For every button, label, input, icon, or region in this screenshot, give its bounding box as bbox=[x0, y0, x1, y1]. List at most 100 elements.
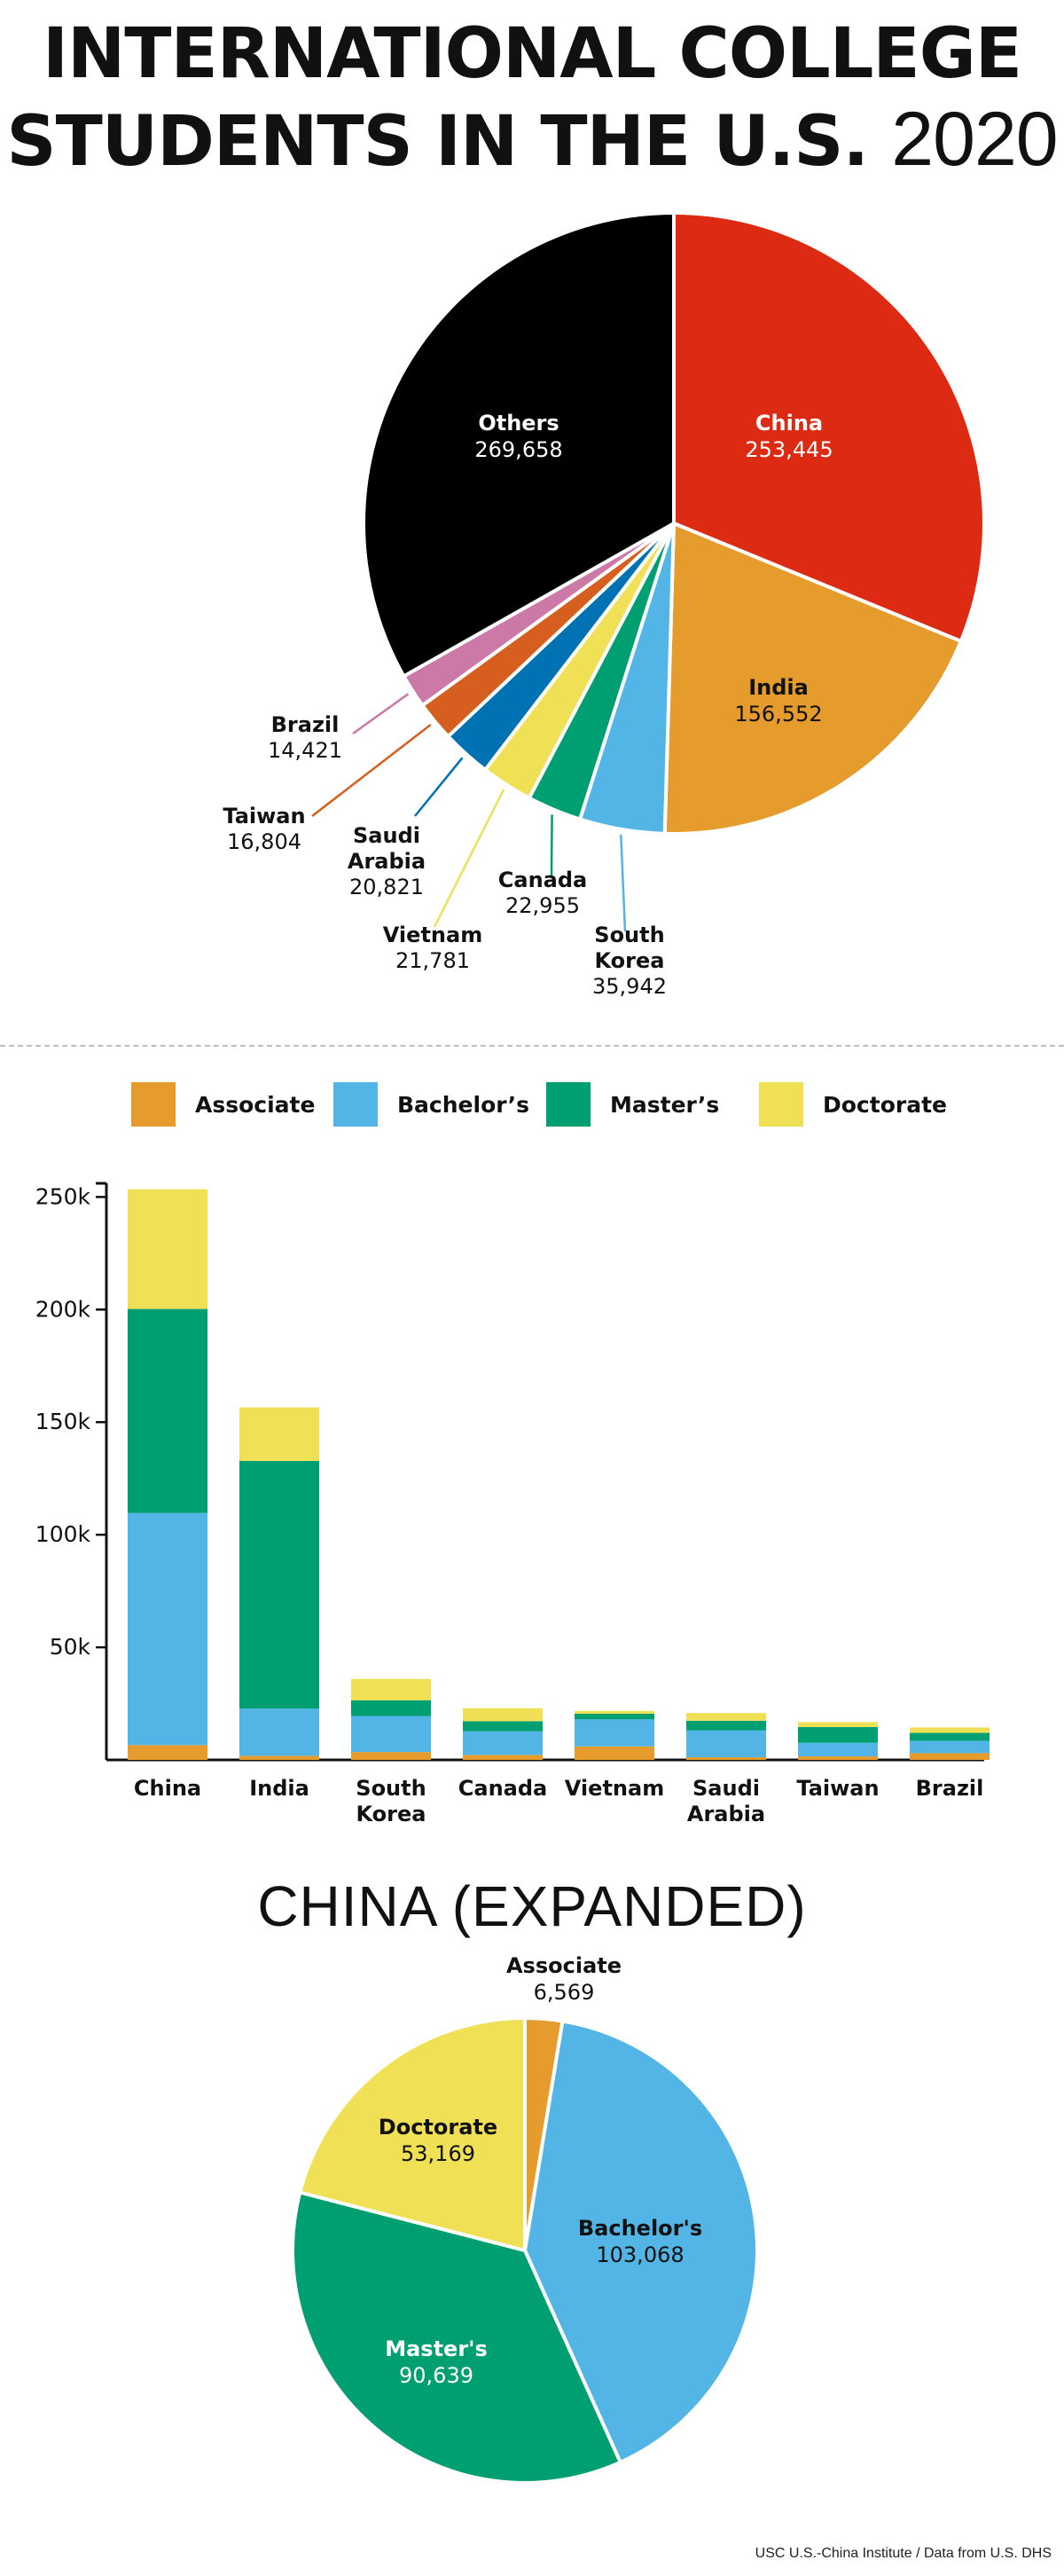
stacked-bar-chart: 50k 100k 150k 200k 250k China India South Korea C… bbox=[35, 1182, 990, 1826]
pie-value-china: 253,445 bbox=[745, 437, 833, 462]
pie-label-south-korea-line-2: Korea bbox=[595, 948, 665, 973]
legend-item-doctorate: Doctorate bbox=[759, 1082, 947, 1127]
china-value-master-s: 90,639 bbox=[399, 2363, 473, 2388]
china-value-bachelor-s: 103,068 bbox=[596, 2242, 684, 2267]
china-slice-bachelor-s bbox=[522, 2019, 759, 2465]
bar-canada-doctorate bbox=[463, 1708, 543, 1722]
leader-line-saudi-arabia bbox=[414, 757, 464, 817]
bar-china-master-s bbox=[128, 1308, 207, 1513]
y-tick-label-200k: 200k bbox=[35, 1296, 91, 1322]
bar-canada-master-s bbox=[463, 1721, 543, 1732]
x-tick-label-saudi-arabia-line-1: Saudi bbox=[692, 1776, 760, 1801]
pie-value-vietnam: 21,781 bbox=[395, 948, 470, 973]
x-tick-label-vietnam: Vietnam bbox=[565, 1776, 664, 1801]
title-line-1: INTERNATIONAL COLLEGE bbox=[42, 14, 1022, 94]
x-tick-label-south-korea-line-1: South bbox=[356, 1776, 426, 1801]
bar-china-associate bbox=[128, 1745, 207, 1760]
legend-label-bachelor-s: Bachelor’s bbox=[397, 1091, 529, 1118]
bar-china-bachelor-s bbox=[128, 1512, 207, 1746]
pie-slice-others bbox=[362, 210, 676, 679]
y-tick-label-50k: 50k bbox=[50, 1634, 91, 1660]
source-note: USC U.S.-China Institute / Data from U.S… bbox=[755, 2546, 1052, 2561]
bar-saudi-arabia-associate bbox=[686, 1756, 766, 1760]
bar-india-bachelor-s bbox=[239, 1708, 319, 1756]
china-label-master-s: Master's bbox=[385, 2336, 488, 2361]
x-tick-label-south-korea-line-2: Korea bbox=[356, 1802, 426, 1826]
legend-swatch-doctorate bbox=[759, 1082, 803, 1127]
legend-item-bachelor-s: Bachelor’s bbox=[333, 1082, 529, 1127]
pie-value-saudi-arabia: 20,821 bbox=[349, 875, 424, 899]
leader-line-south-korea bbox=[620, 834, 627, 932]
x-tick-label-china-line-1: China bbox=[134, 1776, 201, 1801]
pie-value-canada: 22,955 bbox=[505, 893, 580, 918]
pie-label-canada-line-1: Canada bbox=[498, 868, 587, 892]
bar-south-korea-associate bbox=[351, 1752, 431, 1760]
pie-slice-china bbox=[672, 210, 986, 644]
bar-brazil-master-s bbox=[910, 1732, 990, 1741]
section-divider bbox=[0, 1045, 1064, 1047]
x-tick-label-taiwan-line-1: Taiwan bbox=[796, 1776, 879, 1801]
title-block: INTERNATIONAL COLLEGE STUDENTS IN THE U.… bbox=[0, 0, 1064, 177]
pie-slice-india bbox=[662, 521, 964, 836]
bar-brazil-associate bbox=[910, 1753, 990, 1760]
x-tick-label-india: India bbox=[249, 1776, 309, 1801]
pie-value-taiwan: 16,804 bbox=[227, 829, 301, 854]
legend-label-associate: Associate bbox=[195, 1091, 316, 1118]
bar-india-master-s bbox=[239, 1460, 319, 1709]
x-tick-label-brazil-line-1: Brazil bbox=[916, 1776, 984, 1801]
bar-taiwan-bachelor-s bbox=[798, 1742, 878, 1756]
bar-india-doctorate bbox=[239, 1407, 319, 1461]
china-value-doctorate: 53,169 bbox=[401, 2141, 475, 2166]
title-line-2-text: STUDENTS IN THE U.S. bbox=[6, 102, 869, 182]
bar-vietnam-doctorate bbox=[575, 1710, 654, 1714]
pie-label-taiwan-line-1: Taiwan bbox=[223, 804, 305, 829]
pie-label-others: Others bbox=[478, 411, 559, 436]
x-tick-label-taiwan: Taiwan bbox=[796, 1776, 879, 1801]
pie-label-india: India bbox=[748, 675, 809, 700]
x-tick-label-saudi-arabia-line-2: Arabia bbox=[687, 1802, 765, 1826]
x-tick-label-south-korea: South Korea bbox=[356, 1776, 426, 1826]
pie-value-india: 156,552 bbox=[734, 702, 822, 726]
bar-saudi-arabia-bachelor-s bbox=[686, 1730, 766, 1757]
legend-label-doctorate: Doctorate bbox=[823, 1091, 947, 1118]
bar-brazil-doctorate bbox=[910, 1727, 990, 1733]
pie-label-saudi-arabia-line-2: Arabia bbox=[348, 849, 426, 874]
y-tick-label-150k: 150k bbox=[35, 1409, 91, 1434]
bar-south-korea-doctorate bbox=[351, 1678, 431, 1700]
pie-label-south-korea-line-1: South bbox=[594, 923, 664, 947]
legend-swatch-bachelor-s bbox=[333, 1082, 378, 1127]
pie-label-saudi-arabia: Saudi Arabia bbox=[348, 823, 426, 874]
x-tick-label-vietnam-line-1: Vietnam bbox=[565, 1776, 664, 1801]
pie-value-south-korea: 35,942 bbox=[592, 974, 667, 999]
bar-taiwan-associate bbox=[798, 1755, 878, 1760]
pie-label-vietnam-line-1: Vietnam bbox=[383, 923, 482, 947]
x-tick-label-canada-line-1: Canada bbox=[458, 1776, 547, 1801]
bar-taiwan-master-s bbox=[798, 1726, 878, 1743]
china-slice-doctorate bbox=[297, 2015, 527, 2253]
pie-label-china: China bbox=[755, 411, 823, 436]
bar-canada-associate bbox=[463, 1755, 543, 1760]
pie-value-others: 269,658 bbox=[474, 437, 562, 462]
bar-south-korea-master-s bbox=[351, 1700, 431, 1716]
china-value-associate: 6,569 bbox=[534, 1980, 595, 2005]
pie-label-brazil: Brazil bbox=[271, 712, 340, 737]
legend-label-master-s: Master’s bbox=[610, 1091, 720, 1118]
bar-china-doctorate bbox=[128, 1189, 207, 1309]
pie-label-vietnam: Vietnam bbox=[383, 923, 482, 947]
china-label-doctorate: Doctorate bbox=[379, 2115, 497, 2140]
title-year: 2020 bbox=[891, 97, 1058, 182]
bar-brazil-bachelor-s bbox=[910, 1740, 990, 1754]
bar-vietnam-bachelor-s bbox=[575, 1719, 654, 1747]
pie-label-canada: Canada bbox=[498, 868, 587, 892]
bar-south-korea-bachelor-s bbox=[351, 1716, 431, 1753]
x-tick-label-brazil: Brazil bbox=[916, 1776, 984, 1801]
leader-line-taiwan bbox=[311, 724, 432, 817]
leader-line-vietnam bbox=[433, 789, 505, 928]
pie-label-south-korea: South Korea bbox=[594, 923, 664, 973]
bar-vietnam-master-s bbox=[575, 1713, 654, 1720]
bar-vietnam-associate bbox=[575, 1746, 654, 1760]
degree-legend: Associate Bachelor’s Master’s Doctorate bbox=[0, 1082, 1064, 1135]
x-tick-label-canada: Canada bbox=[458, 1776, 547, 1801]
